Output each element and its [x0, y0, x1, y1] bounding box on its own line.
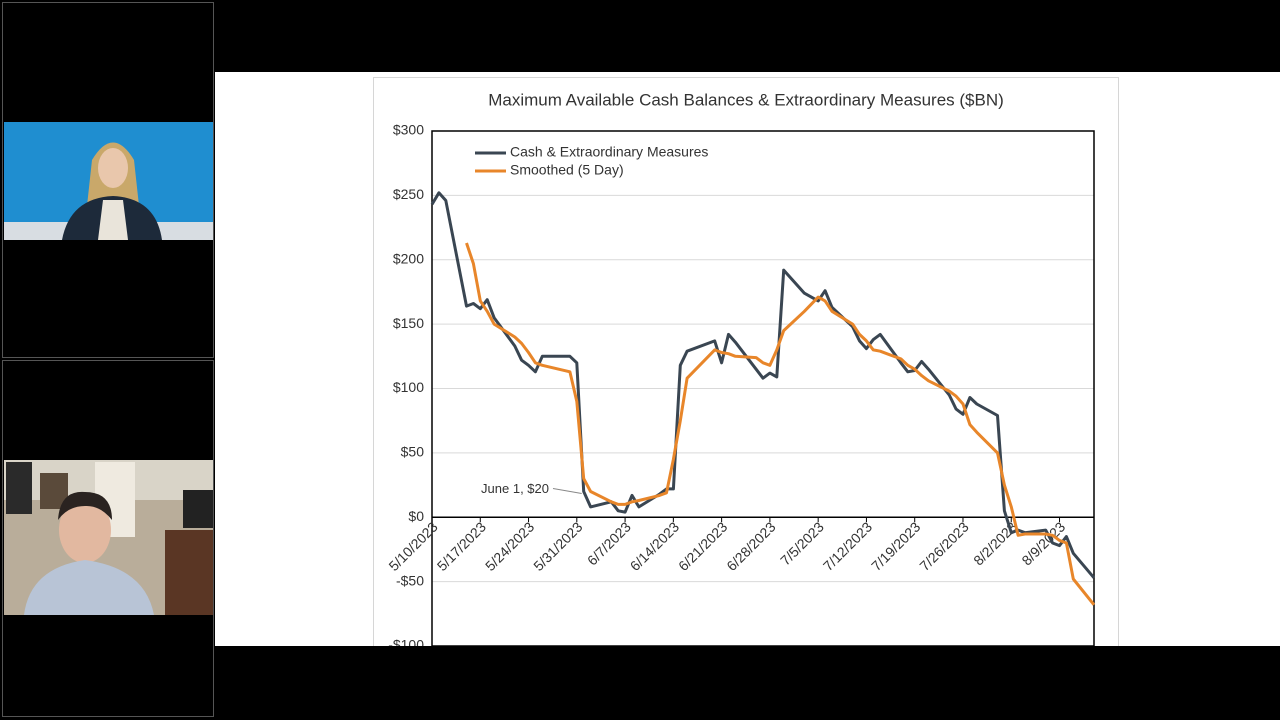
y-tick-label: $0 — [408, 508, 424, 524]
annotation: June 1, $20 — [481, 481, 549, 496]
legend-label: Smoothed (5 Day) — [510, 162, 624, 178]
plot-border — [431, 130, 1095, 646]
y-tick-label: $200 — [393, 250, 424, 266]
video-tile[interactable] — [4, 122, 213, 240]
legend-label: Cash & Extraordinary Measures — [510, 144, 708, 160]
y-tick-label: $250 — [393, 186, 424, 202]
y-tick-label: -$100 — [388, 637, 424, 653]
tile-border — [2, 2, 214, 358]
video-tile[interactable] — [4, 460, 213, 615]
tile-border — [2, 360, 214, 717]
annotation-leader — [552, 488, 582, 494]
y-tick-label: $150 — [393, 315, 424, 331]
chart-title: Maximum Available Cash Balances & Extrao… — [488, 90, 1004, 109]
chart: Maximum Available Cash Balances & Extrao… — [373, 77, 1119, 653]
data-line — [465, 242, 1096, 606]
y-tick-label: $300 — [393, 122, 424, 138]
y-tick-label: $50 — [401, 444, 425, 460]
data-line — [430, 191, 1096, 579]
y-tick-label: $100 — [393, 379, 424, 395]
y-tick-label: -$50 — [396, 572, 424, 588]
